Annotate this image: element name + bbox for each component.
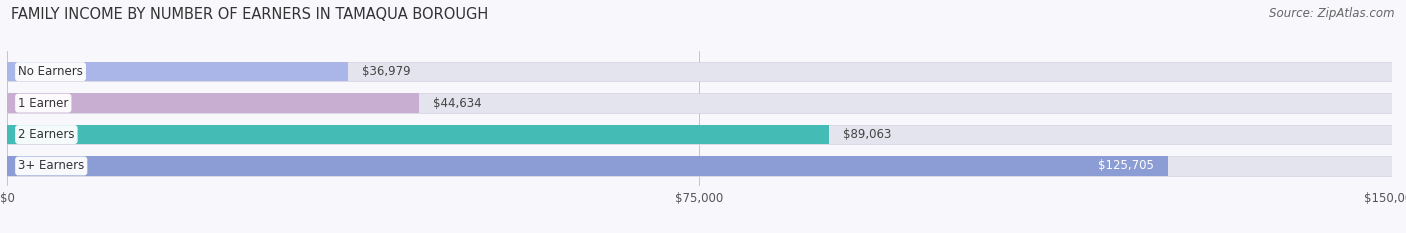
Bar <box>7 62 349 81</box>
Text: $44,634: $44,634 <box>433 97 482 110</box>
Bar <box>7 125 830 144</box>
Text: No Earners: No Earners <box>18 65 83 78</box>
Bar <box>7 62 1392 81</box>
Text: $89,063: $89,063 <box>844 128 891 141</box>
Bar <box>7 93 1392 113</box>
Text: $125,705: $125,705 <box>1098 159 1154 172</box>
Text: 3+ Earners: 3+ Earners <box>18 159 84 172</box>
Bar <box>7 156 1167 176</box>
Bar <box>7 125 1392 144</box>
Text: 1 Earner: 1 Earner <box>18 97 69 110</box>
Text: FAMILY INCOME BY NUMBER OF EARNERS IN TAMAQUA BOROUGH: FAMILY INCOME BY NUMBER OF EARNERS IN TA… <box>11 7 488 22</box>
Bar <box>7 156 1392 176</box>
Text: $36,979: $36,979 <box>363 65 411 78</box>
Text: Source: ZipAtlas.com: Source: ZipAtlas.com <box>1270 7 1395 20</box>
Text: 2 Earners: 2 Earners <box>18 128 75 141</box>
Bar <box>7 93 419 113</box>
